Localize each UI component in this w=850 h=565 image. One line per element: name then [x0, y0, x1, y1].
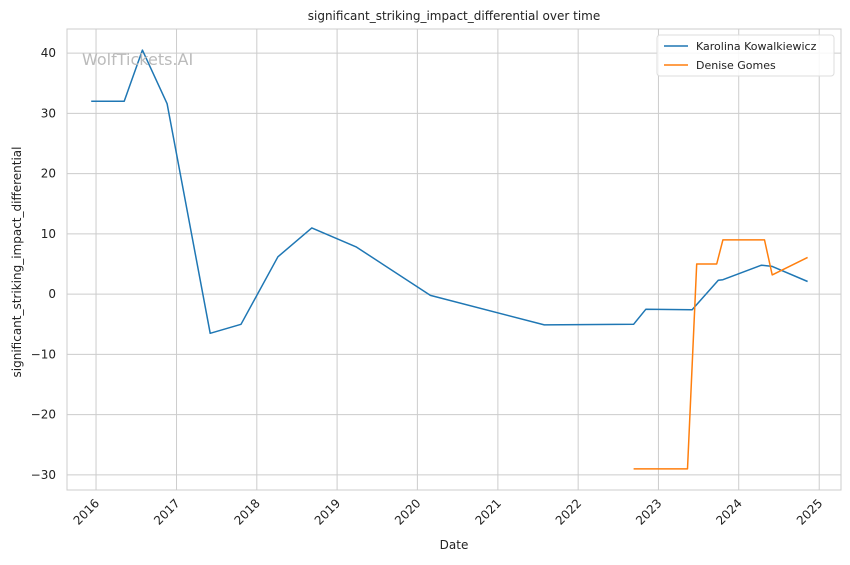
y-tick-label: 40 — [41, 46, 56, 60]
legend-label: Karolina Kowalkiewicz — [696, 40, 817, 53]
watermark: WolfTickets.AI — [82, 50, 193, 69]
legend-box — [656, 34, 835, 77]
y-tick-label: −10 — [31, 347, 56, 361]
grid — [67, 29, 841, 490]
series-lines — [91, 49, 808, 470]
y-tick-label: −20 — [31, 408, 56, 422]
legend: Karolina Kowalkiewicz Denise Gomes — [656, 34, 835, 77]
chart-title: significant_striking_impact_differential… — [308, 9, 600, 23]
y-tick-label: 0 — [48, 287, 56, 301]
x-axis-label: Date — [440, 538, 469, 552]
legend-label: Denise Gomes — [696, 59, 776, 72]
y-axis-label: significant_striking_impact_differential — [10, 147, 24, 378]
y-tick-label: 20 — [41, 167, 56, 181]
series-line-karolina-kowalkiewicz — [91, 49, 808, 335]
y-tick-label: −30 — [31, 468, 56, 482]
plot-frame — [66, 28, 842, 491]
series-line-denise-gomes — [633, 239, 808, 470]
y-tick-label: 10 — [41, 227, 56, 241]
y-tick-label: 30 — [41, 106, 56, 120]
